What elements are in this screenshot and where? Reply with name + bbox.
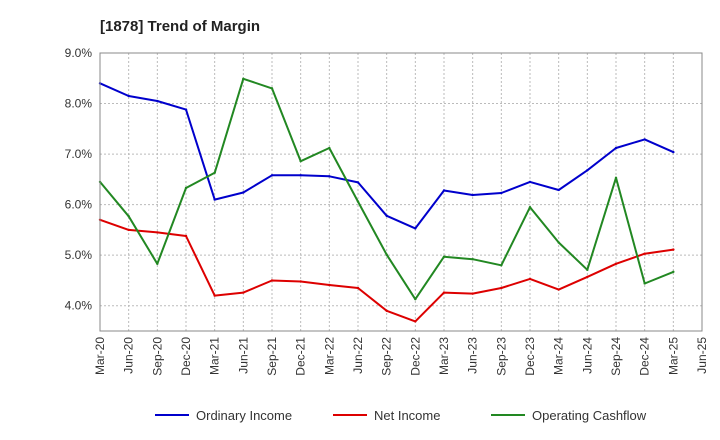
data-point-operating-cashflow xyxy=(414,297,417,301)
data-point-operating-cashflow xyxy=(500,264,503,267)
data-point-operating-cashflow xyxy=(328,146,331,150)
data-point-net-income xyxy=(586,275,589,279)
data-point-net-income xyxy=(270,279,274,282)
y-tick-label: 5.0% xyxy=(65,248,93,262)
x-tick-label: Dec-21 xyxy=(294,337,308,376)
data-point-operating-cashflow xyxy=(528,205,532,209)
data-point-operating-cashflow xyxy=(557,241,560,244)
data-point-operating-cashflow xyxy=(356,200,360,203)
x-tick-label: Dec-23 xyxy=(523,337,537,376)
data-point-operating-cashflow xyxy=(127,215,130,218)
x-tick-label: Sep-20 xyxy=(150,337,164,376)
y-axis-ticks: 4.0% 5.0% 6.0% 7.0% 8.0% 9.0% xyxy=(65,46,93,313)
x-tick-label: Jun-24 xyxy=(580,337,594,374)
data-point-operating-cashflow xyxy=(184,186,188,190)
data-point-net-income xyxy=(672,248,675,251)
data-point-operating-cashflow xyxy=(156,262,159,265)
data-point-ordinary-income xyxy=(614,146,618,150)
x-tick-label: Mar-21 xyxy=(208,337,222,375)
x-tick-label: Mar-24 xyxy=(552,337,566,375)
x-tick-label: Mar-25 xyxy=(666,337,680,375)
data-point-operating-cashflow xyxy=(586,268,589,272)
data-point-net-income xyxy=(414,320,417,323)
y-tick-label: 6.0% xyxy=(65,198,93,212)
x-tick-label: Mar-20 xyxy=(93,337,107,375)
x-tick-label: Jun-21 xyxy=(236,337,250,374)
data-point-ordinary-income xyxy=(328,175,331,178)
data-point-ordinary-income xyxy=(156,99,159,103)
data-point-ordinary-income xyxy=(242,191,245,194)
data-point-operating-cashflow xyxy=(242,77,245,80)
data-point-net-income xyxy=(643,252,646,255)
x-tick-label: Jun-25 xyxy=(695,337,709,374)
data-point-operating-cashflow xyxy=(614,176,618,180)
data-point-ordinary-income xyxy=(528,180,532,184)
data-point-ordinary-income xyxy=(270,174,274,177)
data-point-net-income xyxy=(356,286,360,290)
data-point-ordinary-income xyxy=(213,198,216,201)
data-point-ordinary-income xyxy=(385,214,388,217)
y-tick-label: 7.0% xyxy=(65,147,93,161)
data-point-ordinary-income xyxy=(356,181,360,184)
plot-frame xyxy=(99,52,703,332)
x-tick-label: Dec-22 xyxy=(408,337,422,376)
y-tick-label: 9.0% xyxy=(65,46,93,60)
x-tick-label: Mar-23 xyxy=(437,337,451,375)
data-point-ordinary-income xyxy=(414,227,417,230)
data-point-net-income xyxy=(442,291,446,294)
data-point-net-income xyxy=(557,288,560,291)
data-point-net-income xyxy=(299,280,302,283)
x-tick-label: Sep-22 xyxy=(380,337,394,376)
data-point-operating-cashflow xyxy=(471,258,474,261)
legend-label-net-income: Net Income xyxy=(374,408,440,423)
x-tick-label: Jun-23 xyxy=(466,337,480,374)
x-tick-label: Jun-20 xyxy=(122,337,136,374)
y-tick-label: 4.0% xyxy=(65,299,93,313)
data-point-net-income xyxy=(156,231,159,234)
data-point-operating-cashflow xyxy=(213,171,216,174)
legend-label-operating-cashflow: Operating Cashflow xyxy=(532,408,647,423)
data-point-operating-cashflow xyxy=(299,159,302,163)
data-point-ordinary-income xyxy=(643,138,646,141)
data-point-ordinary-income xyxy=(184,108,188,111)
data-point-ordinary-income xyxy=(557,188,560,192)
x-tick-label: Sep-24 xyxy=(609,337,623,376)
data-point-net-income xyxy=(328,283,331,287)
data-point-ordinary-income xyxy=(471,193,474,197)
y-tick-label: 8.0% xyxy=(65,97,93,111)
data-point-operating-cashflow xyxy=(385,253,388,256)
data-point-net-income xyxy=(528,277,532,281)
data-point-ordinary-income xyxy=(672,150,675,154)
data-point-ordinary-income xyxy=(586,169,589,172)
chart-title: [1878] Trend of Margin xyxy=(100,18,260,35)
data-point-net-income xyxy=(184,234,188,238)
data-point-operating-cashflow xyxy=(270,87,274,90)
data-point-ordinary-income xyxy=(127,94,130,98)
x-tick-label: Mar-22 xyxy=(322,337,336,375)
data-point-net-income xyxy=(385,309,388,312)
x-tick-label: Sep-23 xyxy=(494,337,508,376)
data-point-net-income xyxy=(213,294,216,297)
series-layer xyxy=(98,77,675,323)
data-point-net-income xyxy=(242,291,245,294)
x-axis-ticks: Mar-20 Jun-20 Sep-20 Dec-20 Mar-21 Jun-21 Sep-… xyxy=(93,337,709,376)
data-point-operating-cashflow xyxy=(672,270,675,274)
x-tick-label: Sep-21 xyxy=(265,337,279,376)
data-point-net-income xyxy=(471,292,474,295)
data-point-net-income xyxy=(127,228,130,232)
legend-label-ordinary-income: Ordinary Income xyxy=(196,408,292,423)
data-point-operating-cashflow xyxy=(442,255,446,258)
data-point-ordinary-income xyxy=(500,191,503,195)
legend: Ordinary Income Net Income Operating Cashf… xyxy=(155,408,647,423)
data-point-ordinary-income xyxy=(442,189,446,192)
data-point-net-income xyxy=(614,262,618,265)
data-point-ordinary-income xyxy=(299,174,302,177)
x-tick-label: Jun-22 xyxy=(351,337,365,374)
data-point-net-income xyxy=(500,286,503,290)
data-point-operating-cashflow xyxy=(643,282,646,285)
x-tick-label: Dec-24 xyxy=(638,337,652,376)
x-tick-label: Dec-20 xyxy=(179,337,193,376)
